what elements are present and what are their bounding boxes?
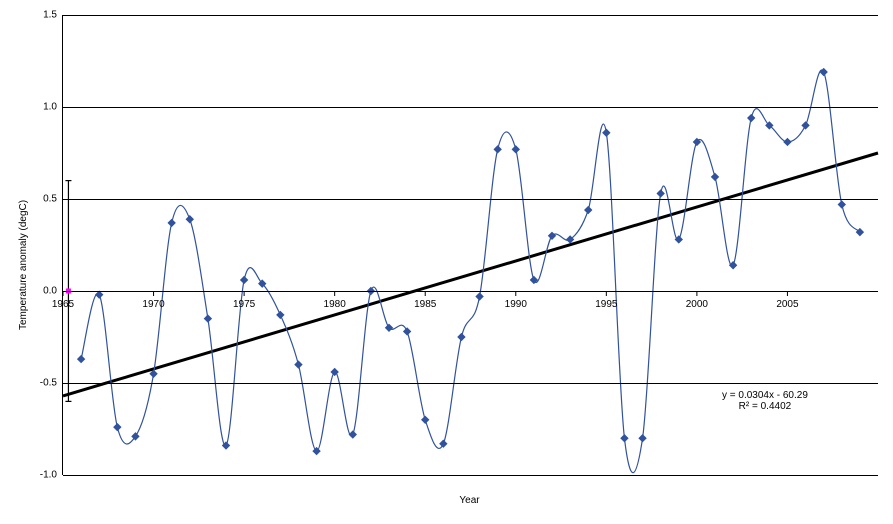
x-tick-label: 1980 [324,299,346,310]
data-marker [150,370,157,377]
data-marker [422,416,429,423]
data-marker [458,334,465,341]
data-marker [277,311,284,318]
data-marker [585,207,592,214]
y-tick-label: 0.5 [43,194,57,205]
data-marker [349,431,356,438]
y-tick-label: 0.0 [43,286,57,297]
trend-line [63,153,878,396]
x-tick-label: 1985 [414,299,436,310]
data-line [81,70,860,473]
y-tick-label: 1.0 [43,102,57,113]
x-tick-label: 1970 [142,299,164,310]
rsq-line: R² = 0.4402 [722,401,808,412]
data-marker [712,173,719,180]
y-axis-label: Temperature anomaly (degC) [18,200,29,330]
data-marker [512,146,519,153]
data-marker [730,262,737,269]
data-marker [657,190,664,197]
y-tick-label: 1.5 [43,10,57,21]
data-marker [784,138,791,145]
data-marker [494,146,501,153]
equation-line: y = 0.0304x - 60.29 [722,390,808,401]
regression-equation: y = 0.0304x - 60.29 R² = 0.4402 [722,390,808,412]
gridline [63,199,878,200]
data-marker [168,219,175,226]
data-marker [748,115,755,122]
y-tick-label: -0.5 [40,378,57,389]
x-tick-label: 2005 [776,299,798,310]
gridline [63,383,878,384]
chart-container: -1.0 -0.5 0.0 0.5 1.0 1.5 1965 1970 1975 1980 1985… [0,0,893,524]
x-tick-label: 1995 [595,299,617,310]
data-marker [639,435,646,442]
data-marker [621,435,628,442]
gridline [63,475,878,476]
data-marker [186,216,193,223]
y-tick-label: -1.0 [40,470,57,481]
data-marker [241,276,248,283]
data-marker [476,293,483,300]
data-marker [295,361,302,368]
x-tick-label: 2000 [686,299,708,310]
data-marker [78,356,85,363]
gridline [63,291,878,292]
data-marker [440,440,447,447]
data-marker [549,232,556,239]
data-marker [404,328,411,335]
data-marker [603,129,610,136]
data-marker [802,122,809,129]
x-axis-label: Year [459,495,479,506]
data-marker [838,201,845,208]
x-tick-label: 1965 [52,299,74,310]
gridline [63,15,878,16]
data-marker [114,424,121,431]
data-marker [96,291,103,298]
data-marker [386,324,393,331]
x-tick-label: 1990 [505,299,527,310]
x-tick-label: 1975 [233,299,255,310]
data-marker [204,315,211,322]
gridline [63,107,878,108]
